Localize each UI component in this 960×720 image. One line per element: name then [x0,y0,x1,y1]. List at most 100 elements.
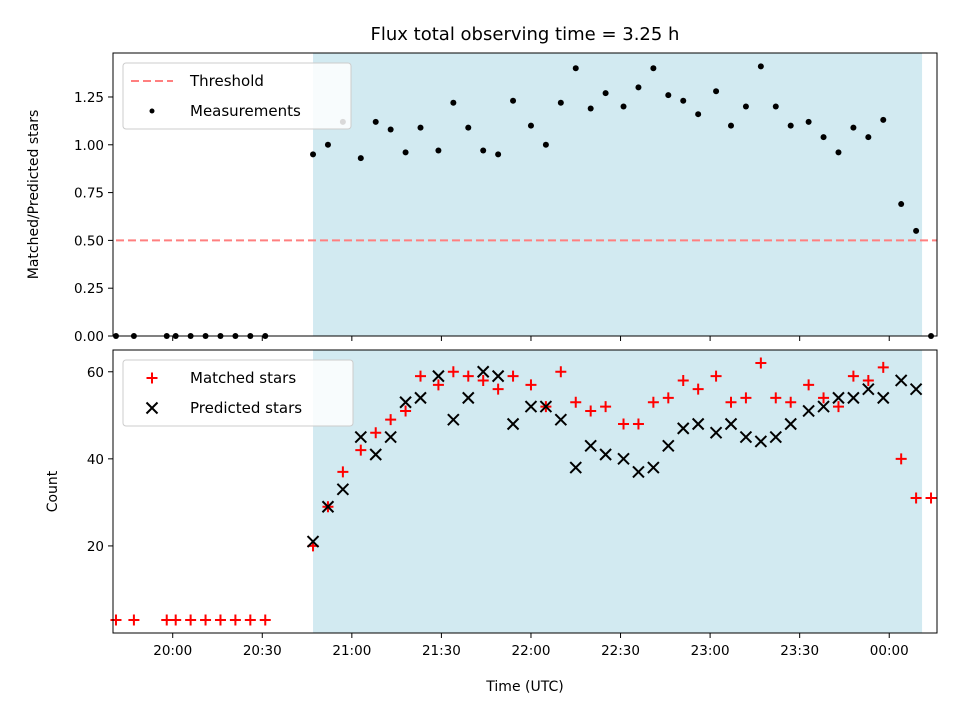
observing-span-shade-bottom [313,350,923,633]
legend-threshold-label: Threshold [189,72,264,90]
matched-star-point [785,396,797,408]
matched-star-point [337,466,349,478]
matched-star-point [632,418,644,430]
predicted-star-point [662,439,675,452]
measurement-point [865,134,872,141]
matched-star-point [110,614,122,626]
measurement-point [820,134,827,141]
measurement-point [757,63,764,70]
matched-star-point [170,614,182,626]
bottom-legend-box [122,359,354,427]
predicted-star-point [432,369,445,383]
matched-star-point [847,370,859,382]
observing-span-shade-top [313,53,923,336]
predicted-star-point [847,391,860,405]
matched-star-point [415,370,427,382]
predicted-star-point [754,435,768,448]
matched-star-point [477,374,489,386]
measurement-point [357,155,364,162]
y-tick-label: 0.25 [74,281,104,297]
matched-star-point [462,370,474,382]
y-tick-label: 1.00 [74,138,104,154]
top-panel: 0.00 0.25 0.50 0.75 1.00 1.25 Matched/Predict… [26,52,938,345]
measurement-point [680,97,687,104]
matched-star-point [647,396,659,408]
matched-star-point [355,444,367,456]
measurement-point [480,147,487,154]
predicted-star-point [414,391,427,405]
measurement-point [324,141,331,148]
bottom-legend: Matched stars Predicted stars [122,359,354,427]
measurement-point [465,124,472,131]
predicted-star-point [569,461,582,474]
y-tick-label: 0.00 [74,329,104,345]
matched-star-point [185,614,197,626]
measurement-point [602,90,609,97]
measurement-point [572,65,579,72]
y-tick-label: 40 [87,452,104,468]
predicted-star-point [784,417,797,431]
matched-star-point [740,392,752,404]
x-tick-label: 22:30 [601,643,640,659]
measurement-point [387,126,394,133]
measurement-point [417,124,424,131]
measurement-point [495,151,502,158]
matched-star-point [755,357,767,369]
matched-star-point [128,614,140,626]
measurement-point [372,118,379,125]
measurement-point [880,116,887,123]
predicted-star-point [832,391,845,405]
predicted-star-point [709,426,723,439]
matched-star-point [877,361,889,373]
measurement-point [805,118,812,125]
predicted-star-point [399,396,412,409]
predicted-star-point [617,452,630,466]
top-legend: Threshold Measurements [122,62,352,130]
legend-plus-marker [146,372,158,384]
top-y-ticks: 0.00 0.25 0.50 0.75 1.00 1.25 [74,90,113,345]
matched-star-point [862,374,874,386]
matched-star-point [570,396,582,408]
measurement-point [450,99,457,106]
bottom-markers [110,357,937,626]
matched-star-point [818,392,830,404]
predicted-star-point [724,417,738,431]
matched-star-point [432,379,444,391]
measurement-point [587,105,594,112]
matched-star-point [725,396,737,408]
legend-predicted-symbol [145,401,159,415]
x-tick-label: 23:00 [691,643,730,659]
matched-star-point [692,383,704,395]
matched-star-point [677,374,689,386]
predicted-star-point [506,417,520,431]
predicted-star-point [632,465,645,479]
matched-star-point [910,492,922,504]
y-tick-label: 0.75 [74,186,104,202]
measurement-point [557,99,564,106]
bottom-x-axis-label: Time (UTC) [485,679,563,695]
matched-star-point [229,614,241,626]
measurement-point [787,122,794,129]
predicted-star-point [584,439,597,452]
predicted-star-point [462,391,475,405]
y-tick-label: 0.50 [74,233,104,249]
bottom-panel: 20 40 60 20:00 20:30 21:00 21:30 22:00 22:30 23:… [45,349,938,695]
bottom-y-ticks: 20 40 60 [87,365,113,555]
y-tick-label: 1.25 [74,90,104,106]
predicted-star-point [554,413,568,426]
predicted-star-point [539,400,553,413]
legend-matched-symbol [146,372,158,384]
measurement-point [650,65,657,72]
predicted-star-point [447,413,460,426]
measurement-point [772,103,779,110]
predicted-star-point [817,400,830,413]
matched-star-point [214,614,226,626]
matched-star-point [770,392,782,404]
measurement-point [542,141,549,148]
x-tick-label: 20:00 [153,643,192,659]
x-tick-label: 22:00 [512,643,551,659]
matched-star-point [925,492,937,504]
predicted-star-point [802,404,815,418]
predicted-star-point [862,382,875,396]
x-tick-label: 00:00 [870,643,909,659]
